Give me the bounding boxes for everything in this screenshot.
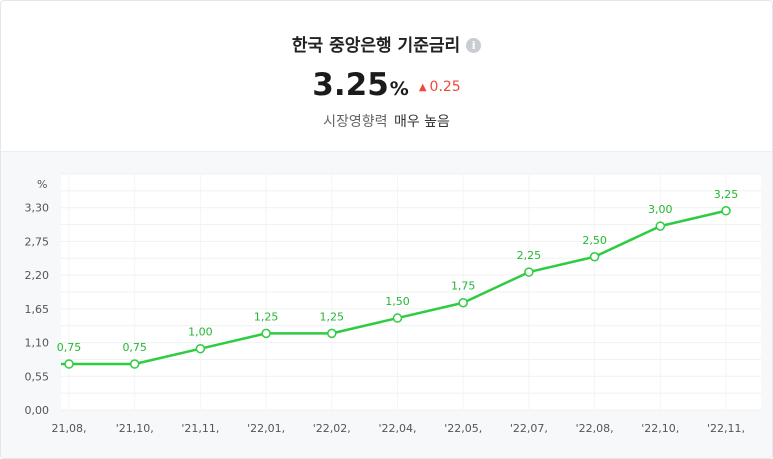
rate-unit: % xyxy=(389,78,409,100)
data-point xyxy=(458,297,468,308)
x-tick-label: '22,10, xyxy=(641,422,679,435)
data-label: 2,50 xyxy=(582,234,607,247)
x-tick-label: '22,01, xyxy=(247,422,285,435)
data-point xyxy=(392,313,403,323)
data-label: 1,00 xyxy=(188,326,213,339)
info-icon[interactable]: i xyxy=(466,38,482,53)
x-tick-label: '22,05, xyxy=(444,422,482,435)
market-influence-level: 매우 높음 xyxy=(393,114,450,130)
data-point xyxy=(195,343,206,354)
data-point xyxy=(64,359,74,369)
rate-value-row: 3.25% ▲ 0.25 xyxy=(1,67,772,103)
x-tick-label: '22,08, xyxy=(576,422,614,435)
y-tick-label: 0,00 xyxy=(25,404,50,417)
y-tick-label: 1,65 xyxy=(25,303,50,316)
market-influence: 시장영향력 매우 높음 xyxy=(1,111,772,131)
data-point xyxy=(261,328,271,339)
data-point xyxy=(655,221,666,231)
data-point xyxy=(589,252,600,262)
y-axis-unit: % xyxy=(37,178,47,191)
rate-change: ▲ 0.25 xyxy=(419,79,461,95)
x-tick-label: '22,02, xyxy=(313,422,351,435)
data-label: 3,25 xyxy=(714,188,739,201)
x-tick-label: '21,10, xyxy=(116,422,154,435)
data-label: 1,75 xyxy=(451,280,476,293)
market-influence-label: 시장영향력 xyxy=(323,114,388,130)
chart-header: 한국 중앙은행 기준금리 i 3.25% ▲ 0.25 시장영향력 매우 높음 xyxy=(1,1,772,152)
y-tick-label: 3,30 xyxy=(25,202,50,215)
chart-title-row: 한국 중앙은행 기준금리 i xyxy=(1,31,772,56)
up-arrow-icon: ▲ xyxy=(418,82,427,93)
data-point xyxy=(524,267,534,277)
data-label: 1,25 xyxy=(320,310,345,323)
y-tick-label: 2,75 xyxy=(25,235,50,248)
data-label: 1,50 xyxy=(385,295,410,308)
series-line xyxy=(61,209,727,366)
y-tick-label: 0,55 xyxy=(25,370,50,383)
rate-value: 3.25 xyxy=(312,67,389,103)
x-tick-label: 21,08, xyxy=(52,422,87,435)
data-label: 1,25 xyxy=(254,310,279,323)
data-point xyxy=(721,206,731,216)
y-tick-label: 2,20 xyxy=(25,269,50,282)
line-chart: % 0,00 0,55 1,10 1,65 2,20 2,75 3,30 21,08, '21,1… xyxy=(25,173,761,435)
data-point xyxy=(327,328,337,339)
data-label: 3,00 xyxy=(648,203,673,216)
data-point xyxy=(129,359,140,369)
data-label: 0,75 xyxy=(57,341,82,354)
x-tick-label: '21,11, xyxy=(181,422,219,435)
x-tick-label: '22,07, xyxy=(510,422,548,435)
x-tick-label: '22,11, xyxy=(707,422,745,435)
data-label: 0,75 xyxy=(122,341,147,354)
rate-change-value: 0.25 xyxy=(429,79,461,95)
x-tick-label: '22,04, xyxy=(378,422,416,435)
data-label: 2,25 xyxy=(517,249,542,262)
chart-title: 한국 중앙은행 기준금리 xyxy=(291,36,461,56)
y-tick-label: 1,10 xyxy=(25,337,50,350)
chart-area: % 0,00 0,55 1,10 1,65 2,20 2,75 3,30 21,08, '21,1… xyxy=(1,152,772,458)
